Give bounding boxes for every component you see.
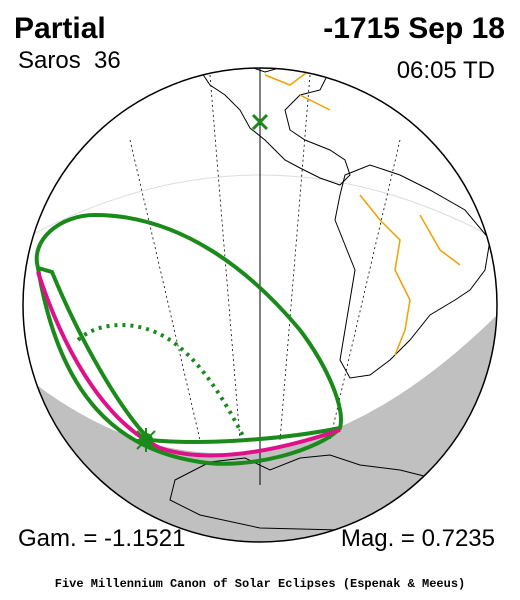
- borders: [264, 69, 461, 356]
- antarctica: [169, 454, 472, 531]
- max-eclipse-curve: [36, 271, 341, 458]
- greatest-eclipse-marker: [134, 428, 158, 452]
- saros: Saros 36: [18, 47, 121, 74]
- rise-set-curve: [76, 323, 247, 441]
- night-shade: [23, 312, 497, 542]
- globe-outline: [22, 67, 498, 543]
- south-america: [334, 164, 491, 379]
- gamma: Gam. = -1.1521: [18, 525, 185, 552]
- date: -1715 Sep 18: [323, 12, 505, 45]
- magnitude: Mag. = 0.7235: [341, 525, 495, 552]
- credit: Five Millennium Canon of Solar Eclipses …: [55, 577, 465, 591]
- time: 06:05 TD: [397, 57, 495, 84]
- title: Partial: [14, 12, 106, 45]
- globe: [23, 68, 497, 542]
- sub-solar-marker: [251, 113, 269, 131]
- penumbra-limit-outer: [34, 212, 343, 466]
